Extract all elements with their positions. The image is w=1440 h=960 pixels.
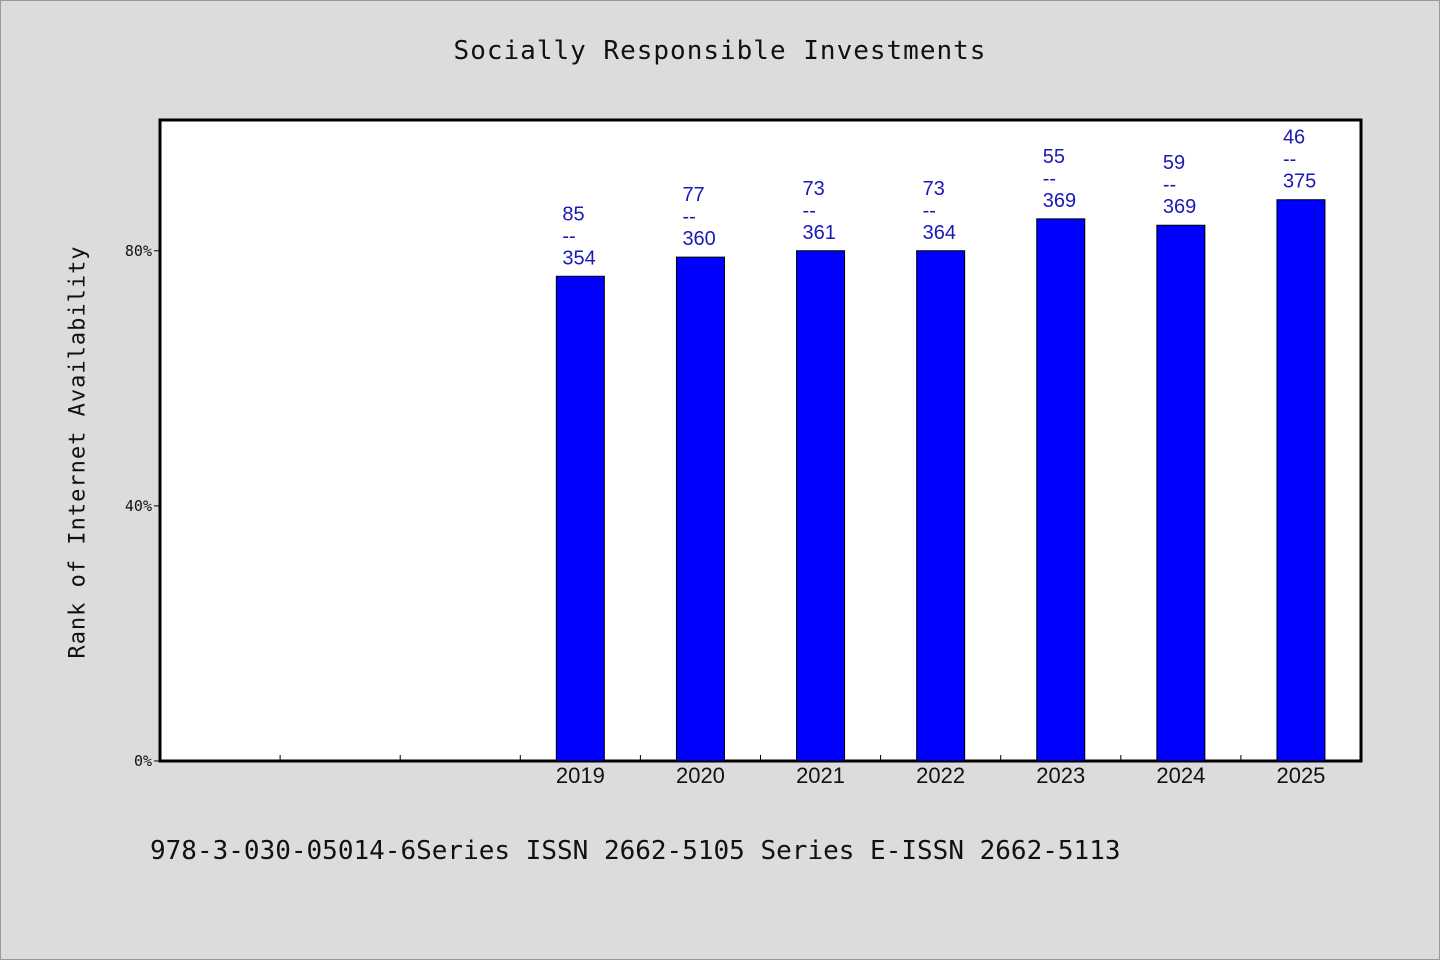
bar: [1036, 218, 1086, 762]
x-tick-label: 2023: [1036, 763, 1085, 788]
bar: [1156, 224, 1206, 762]
bar-data-label: --: [1283, 149, 1296, 171]
bar-data-label: 73: [923, 178, 945, 200]
chart-title: Socially Responsible Investments: [453, 36, 987, 66]
y-tick-label: 40%: [125, 497, 152, 515]
bar-data-label: 354: [562, 247, 595, 269]
bar-data-label: --: [562, 225, 575, 247]
bar: [796, 250, 846, 762]
bar-data-label: 369: [1043, 190, 1076, 212]
bar: [675, 256, 725, 762]
x-tick-label: 2024: [1156, 763, 1205, 788]
bar-data-label: --: [803, 200, 816, 222]
bar-data-label: 375: [1283, 171, 1316, 193]
x-tick-label: 2021: [796, 763, 845, 788]
bar-data-label: 77: [682, 184, 704, 206]
bar: [1276, 199, 1326, 762]
bar: [916, 250, 966, 762]
bar-data-label: --: [1163, 174, 1176, 196]
bar-data-label: 46: [1283, 127, 1305, 149]
x-tick-label: 2025: [1276, 763, 1325, 788]
footer-isbn-text: 978-3-030-05014-6Series ISSN 2662-5105 S…: [150, 836, 1121, 866]
bar-data-label: 73: [803, 178, 825, 200]
x-tick-label: 2019: [556, 763, 605, 788]
bar-data-label: 361: [803, 222, 836, 244]
y-tick-label: 80%: [125, 242, 152, 260]
x-tick-label: 2020: [676, 763, 725, 788]
bar-data-label: 85: [562, 203, 584, 225]
bar-data-label: 364: [923, 222, 956, 244]
bar-data-label: 59: [1163, 152, 1185, 174]
bar-data-label: --: [923, 200, 936, 222]
bar-data-label: --: [1043, 168, 1056, 190]
bar: [555, 275, 605, 762]
bar-data-label: 55: [1043, 146, 1065, 168]
bar-data-label: 360: [682, 228, 715, 250]
bar-data-label: --: [682, 206, 695, 228]
y-tick-label: 0%: [134, 752, 152, 770]
bar-data-label: 369: [1163, 196, 1196, 218]
x-tick-label: 2022: [916, 763, 965, 788]
